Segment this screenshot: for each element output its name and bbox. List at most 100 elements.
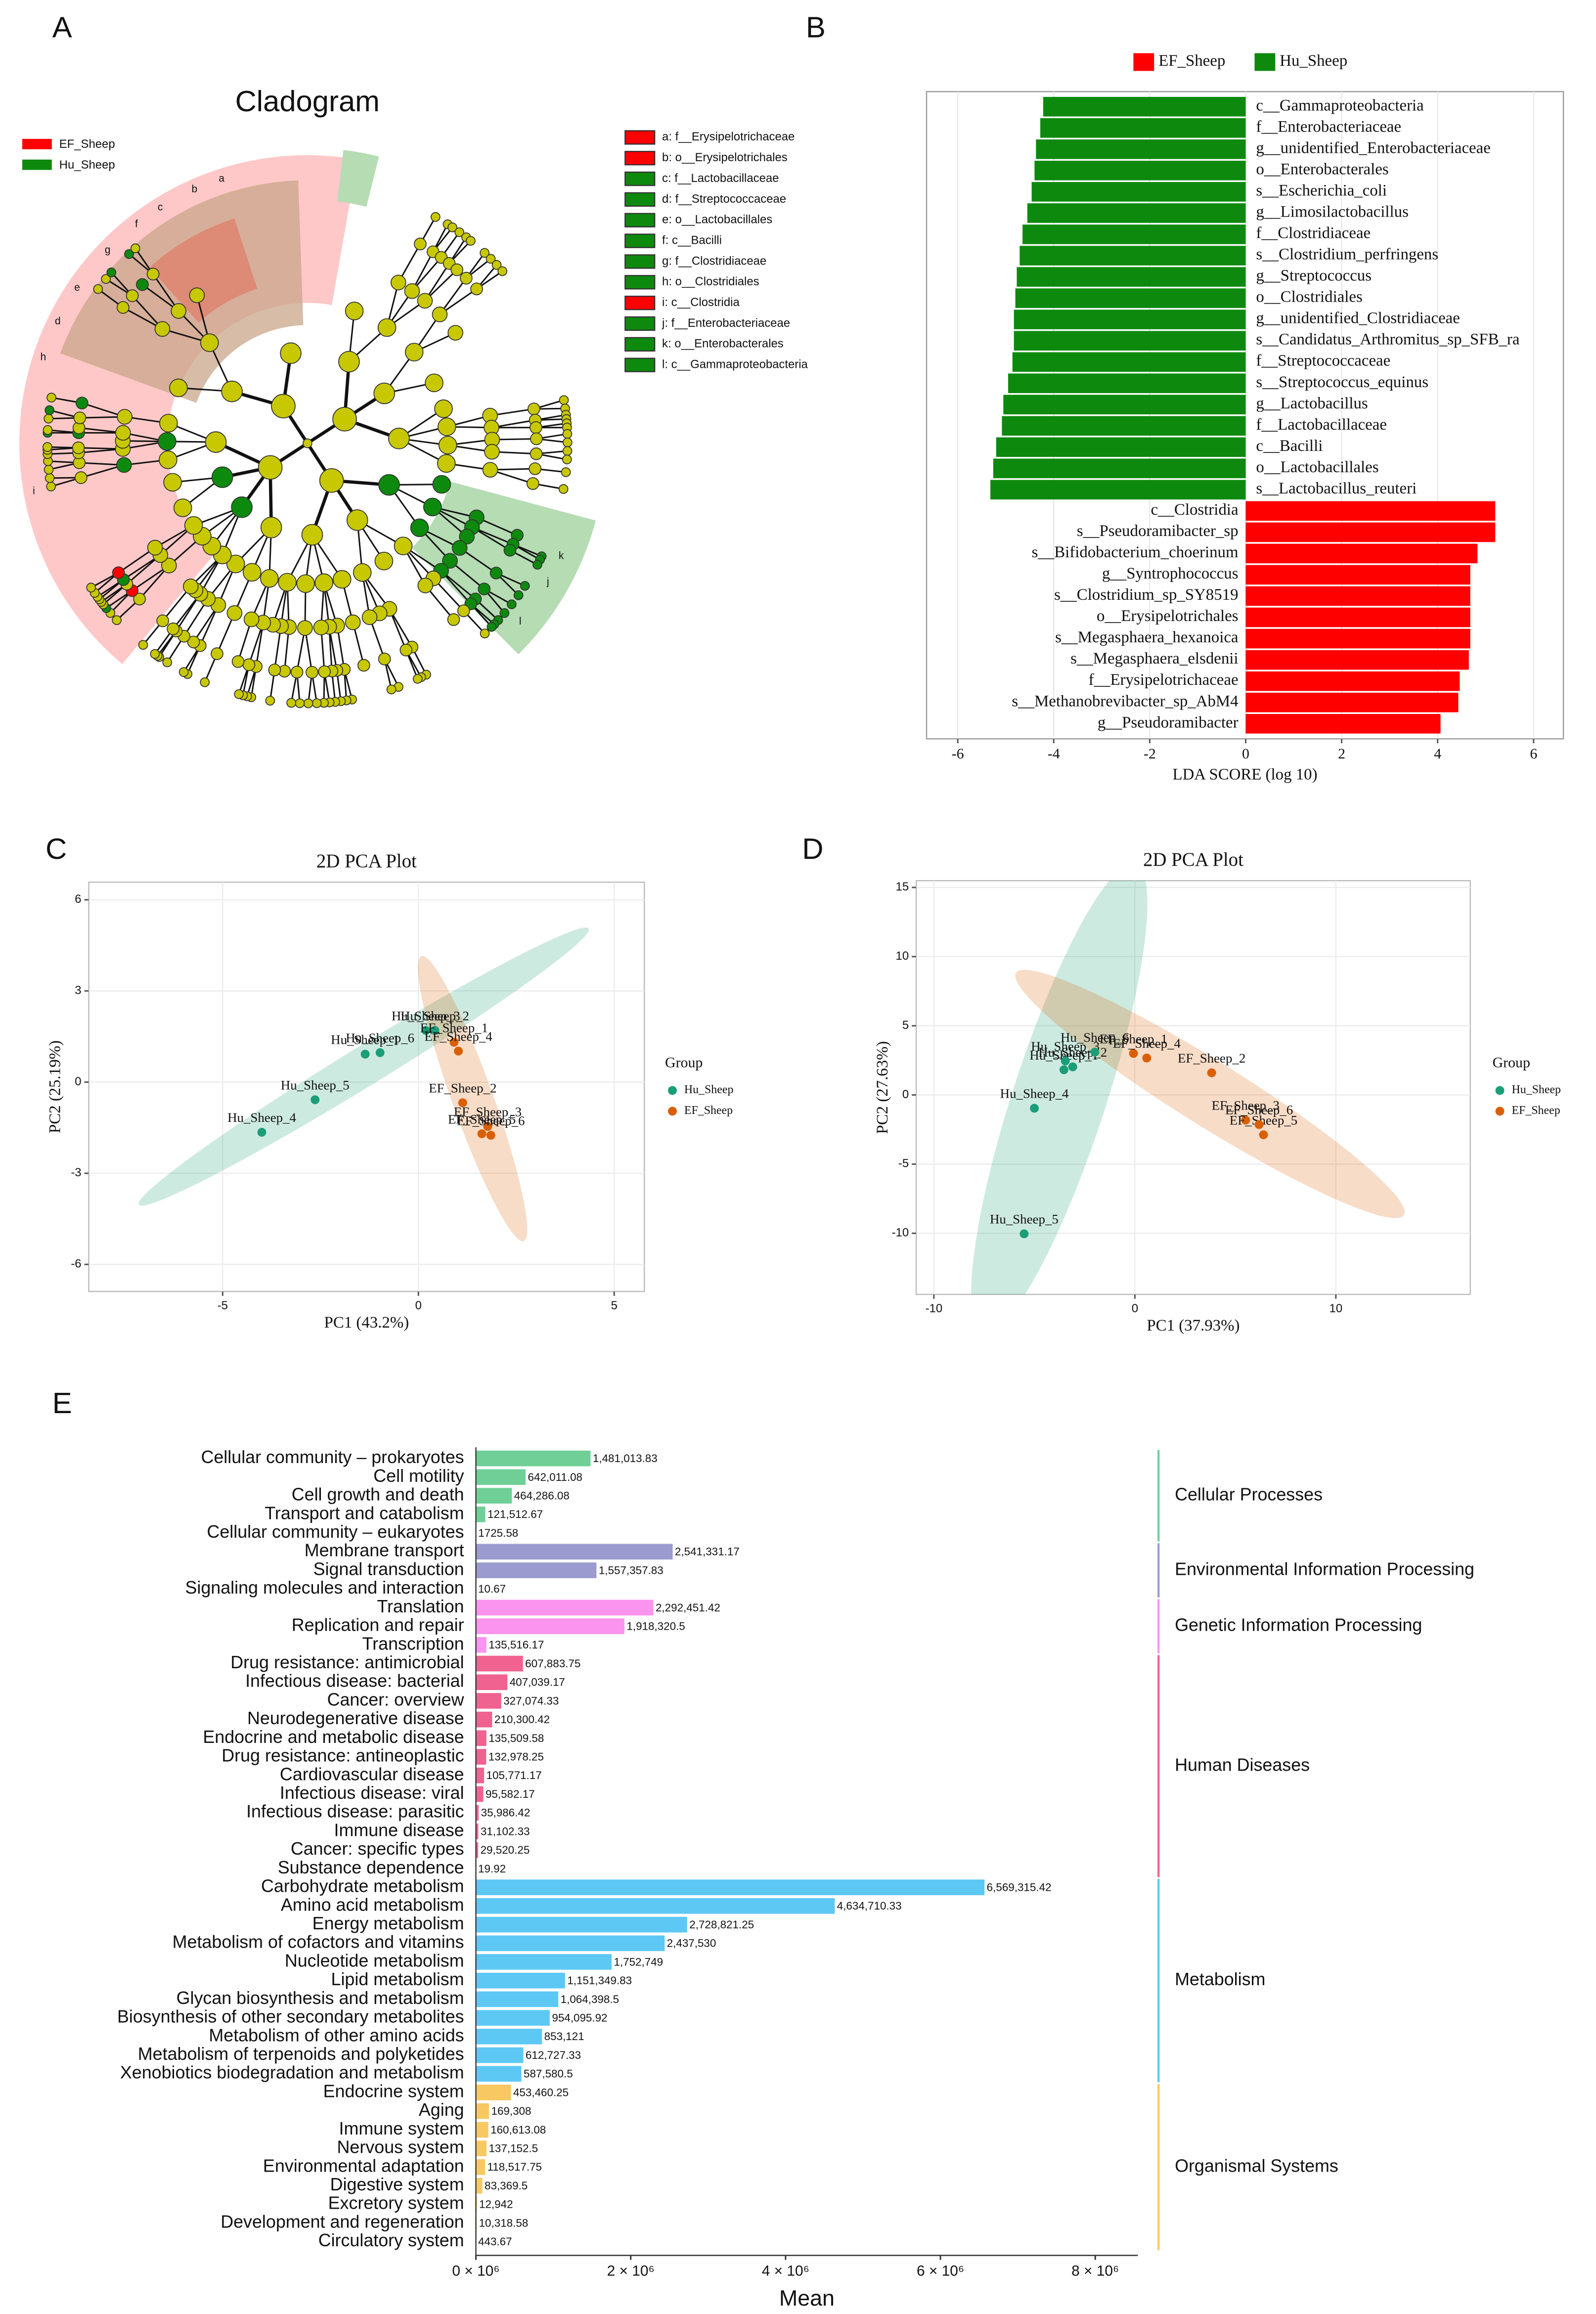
node (130, 243, 140, 254)
bar (476, 1972, 565, 1989)
node (447, 325, 463, 341)
legend-label: EF_Sheep (1511, 1104, 1560, 1117)
bar (476, 1488, 512, 1504)
node (399, 643, 413, 657)
point (1241, 1115, 1250, 1125)
bar (1245, 522, 1496, 542)
node (302, 438, 312, 448)
panel-letter: C (45, 832, 67, 865)
key-label: h: o__Clostridiales (662, 275, 759, 288)
point-label: EF_Sheep_1 (1100, 1031, 1167, 1046)
bar (476, 2122, 488, 2138)
y-tick-label: 5 (902, 1019, 909, 1032)
x-tick-label: -2 (1144, 746, 1156, 762)
node (286, 698, 296, 708)
point-label: Hu_Sheep_4 (1000, 1086, 1069, 1101)
bar (1043, 96, 1246, 117)
value-label: 10,318.58 (479, 2217, 529, 2229)
node (332, 570, 352, 589)
node (115, 425, 131, 441)
category-label: Energy metabolism (312, 1914, 464, 1933)
node (437, 454, 456, 473)
key-swatch (624, 130, 656, 145)
node (530, 447, 543, 460)
category-label: g__Pseudoramibacter (1098, 713, 1239, 731)
node (163, 473, 182, 492)
value-label: 31,102.33 (481, 1825, 530, 1837)
node (44, 464, 54, 475)
key-swatch (624, 337, 656, 352)
confidence-ellipse (1015, 970, 1405, 1218)
node (353, 563, 372, 582)
chart-title: 2D PCA Plot (316, 850, 417, 872)
value-label: 135,509.58 (488, 1732, 544, 1744)
category-label: f__Lactobacillaceae (1256, 416, 1387, 434)
sector-letter: h (41, 351, 46, 362)
node (93, 284, 103, 294)
category-label: Metabolism of cofactors and vitamins (173, 1932, 464, 1952)
node (101, 274, 111, 284)
y-axis-label: PC2 (27.63%) (874, 1041, 891, 1134)
chart-title: Cladogram (235, 85, 380, 118)
node (480, 628, 490, 639)
node (161, 557, 177, 574)
category-label: o__Enterobacterales (1256, 160, 1388, 178)
point (360, 1050, 370, 1059)
bar (476, 1450, 591, 1467)
node (447, 613, 460, 626)
value-label: 83,369.5 (485, 2180, 528, 2192)
x-tick-label: 2 × 10⁶ (607, 2263, 655, 2279)
node (171, 303, 186, 319)
node (530, 421, 542, 434)
point-label: EF_Sheep_6 (457, 1113, 525, 1128)
panel-letter: A (52, 11, 72, 44)
category-label: Metabolism of other amino acids (209, 2025, 464, 2045)
category-label: g__Syntrophococcus (1102, 565, 1239, 582)
bar (1245, 501, 1496, 521)
node (346, 509, 368, 531)
legend-swatch (1133, 53, 1154, 71)
point (310, 1095, 320, 1105)
key-swatch (624, 316, 656, 331)
category-label: Neurodegenerative disease (247, 1708, 464, 1728)
bar (476, 2028, 542, 2045)
bar (1015, 288, 1246, 308)
category-label: o__Erysipelotrichales (1097, 607, 1239, 625)
point (1068, 1062, 1077, 1071)
key-label: b: o__Erysipelotrichales (662, 151, 788, 164)
category-label: s__Megasphaera_elsdenii (1070, 650, 1238, 668)
point (257, 1127, 266, 1137)
value-label: 954,095.92 (552, 2012, 607, 2024)
bar (1014, 331, 1246, 351)
node (72, 441, 85, 454)
category-label: f__Clostridiaceae (1256, 224, 1371, 242)
category-label: s__Streptococcus_equinus (1256, 373, 1428, 391)
legend-label: Hu_Sheep (1511, 1083, 1561, 1096)
node (44, 413, 54, 424)
bar (990, 480, 1246, 500)
bar (476, 2085, 511, 2100)
category-label: o__Clostridiales (1256, 288, 1362, 306)
key-swatch (624, 296, 656, 311)
value-label: 118,517.75 (488, 2161, 542, 2173)
node (482, 462, 498, 478)
bar (476, 1506, 486, 1522)
node (460, 271, 473, 285)
bar (476, 1674, 508, 1691)
value-label: 1725.58 (478, 1527, 518, 1539)
node (117, 409, 133, 425)
node (437, 417, 456, 437)
value-label: 453,460.25 (513, 2086, 569, 2098)
node (430, 212, 441, 222)
point (458, 1098, 467, 1108)
value-label: 853,121 (544, 2030, 584, 2043)
node (378, 652, 391, 666)
category-label: Endocrine system (323, 2081, 464, 2101)
bar (476, 1637, 487, 1653)
x-tick-label: 4 (1434, 746, 1441, 762)
node (242, 563, 262, 582)
bar (476, 1562, 597, 1578)
node (124, 249, 134, 259)
category-label: g__Streptococcus (1256, 267, 1372, 285)
key-swatch (624, 171, 656, 186)
